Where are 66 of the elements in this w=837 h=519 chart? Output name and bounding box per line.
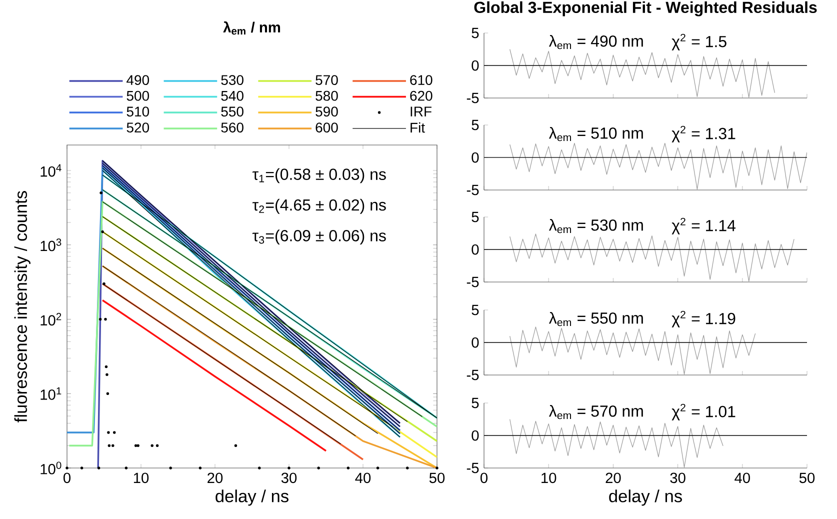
annotation: χ$^{2}$ = 1.01 [672,404,736,420]
y-tick-label: -5 [466,92,479,104]
legend-label: 490 [126,75,150,86]
annotation: τ$_{2}$=(4.65 ± 0.02) ns [252,198,386,214]
y-tick-label: -5 [466,370,479,380]
x-tick-label: 10 [542,472,556,484]
x-tick-label: 50 [429,472,445,484]
x-tick-label: 50 [799,472,815,484]
y-tick-label: 5 [472,398,479,408]
x-tick-label: 20 [606,472,621,484]
y-tick-label: 0 [472,60,479,71]
x-axis-title: delay / ns [216,490,288,506]
x-tick-label: 30 [670,472,686,484]
x-tick-label: 0 [63,472,70,484]
x-tick-label: 0 [480,472,488,484]
x-tick-label: 20 [208,472,223,484]
annotation: λ$_{em}$ = 570 nm [548,405,643,420]
annotation: λ$_{em}$ = 530 nm [548,219,643,234]
annotation: χ$^{2}$ = 1.31 [672,126,736,142]
legend-label: 600 [316,122,338,133]
x-axis-title: delay / ns [609,490,682,506]
legend-label: 580 [316,90,338,101]
legend-label: 500 [126,90,150,101]
legend-label: 550 [221,106,244,117]
legend-label: 530 [221,75,244,86]
legend-label: 560 [221,122,244,133]
annotation: λ$_{em}$ = 490 nm [548,35,643,50]
y-tick-label: 5 [472,120,479,130]
y-tick-label: 10$^{1}$ [40,387,62,400]
legend-label: 540 [221,90,244,101]
legend-label: 510 [126,106,150,117]
y-tick-label: -5 [466,276,479,288]
x-tick-label: 30 [281,472,297,484]
x-tick-label: 40 [734,472,750,484]
annotation: χ$^{2}$ = 1.5 [672,34,726,50]
y-tick-label: 5 [472,212,479,222]
legend-label: 520 [126,122,150,133]
y-axis-title: fluorescence intensity / counts [14,191,30,422]
y-tick-label: 10$^{2}$ [40,312,62,326]
legend-label: 570 [316,75,338,86]
y-tick-label: 10$^{3}$ [40,238,62,252]
annotation: χ$^{2}$ = 1.14 [672,218,736,234]
legend-label: Fit [410,122,425,133]
chart-title: Global 3-Exponenial Fit - Weighted Residuals [474,1,817,16]
annotation: χ$^{2}$ = 1.19 [672,310,736,328]
legend-label: 620 [410,90,432,101]
y-tick-label: 10$^{4}$ [40,164,62,177]
legend-label: IRF [410,106,432,116]
annotation: λ$_{em}$ = 510 nm [548,127,643,142]
legend-label: 590 [316,106,338,117]
annotation: λ$_{em}$ = 550 nm [548,312,643,326]
y-tick-label: 0 [472,337,479,348]
y-tick-label: -5 [466,462,479,474]
legend-label: 610 [410,75,432,86]
y-tick-label: 10$^{0}$ [40,462,62,474]
annotation: τ$_{1}$=(0.58 ± 0.03) ns [252,168,386,184]
y-tick-label: 0 [472,152,479,163]
y-tick-label: 5 [472,304,479,316]
y-tick-label: 0 [472,430,479,441]
y-tick-label: 5 [472,28,479,38]
y-tick-label: 0 [472,244,479,255]
x-tick-label: 10 [134,472,149,484]
x-tick-label: 40 [355,472,371,484]
y-tick-label: -5 [466,184,479,196]
legend-title: λ$_{em}$ / nm [223,21,280,35]
annotation: τ$_{3}$=(6.09 ± 0.06) ns [252,230,386,244]
